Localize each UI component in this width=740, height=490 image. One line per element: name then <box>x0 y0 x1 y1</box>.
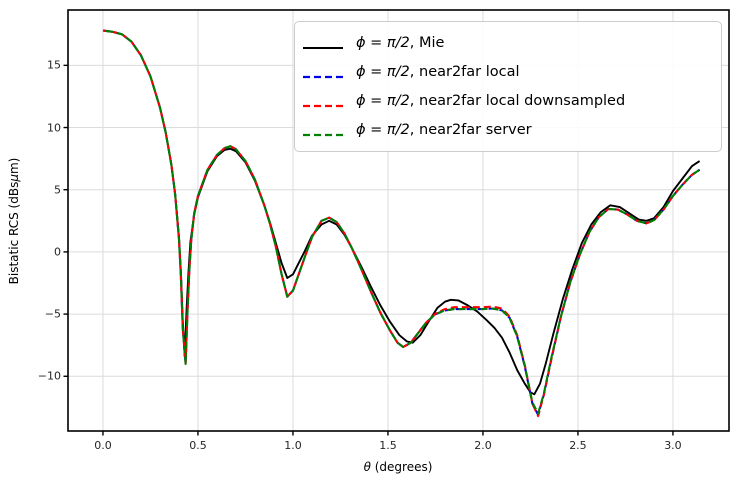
y-axis-label-post: m) <box>7 157 21 175</box>
y-tick-label: 0 <box>54 245 61 259</box>
y-axis-label-mu: μ <box>7 174 21 182</box>
x-tick-label: 2.0 <box>474 439 492 452</box>
y-axis-label: Bistatic RCS (dBsμm) <box>7 158 21 285</box>
legend-label-text: , near2far server <box>409 122 532 139</box>
x-tick-label: 0.5 <box>189 439 207 452</box>
legend-label-math: ϕ = π/2 <box>356 34 410 51</box>
legend-label-math: ϕ = π/2 <box>356 63 410 80</box>
legend-label-text: , near2far local downsampled <box>409 93 626 110</box>
legend-label: ϕ = π/2, Mie <box>356 35 444 51</box>
legend-label-math: ϕ = π/2 <box>356 93 410 110</box>
legend-label: ϕ = π/2, near2far server <box>356 122 532 138</box>
y-axis-label-pre: Bistatic RCS (dBs <box>7 181 21 285</box>
y-tick-label: 15 <box>47 58 61 72</box>
x-axis-label-units: (degrees) <box>370 460 433 474</box>
axes-spines <box>67 9 730 432</box>
legend-item-mie: ϕ = π/2, Mie <box>303 35 711 51</box>
x-tick-label: 3.0 <box>664 439 682 452</box>
x-tick-label: 1.5 <box>379 439 397 452</box>
x-tick-label: 0.0 <box>94 439 112 452</box>
legend-label-text: , Mie <box>409 34 445 51</box>
legend-item-near2far-server: ϕ = π/2, near2far server <box>303 122 711 138</box>
x-tick-label: 2.5 <box>569 439 587 452</box>
legend-line-sample-mie <box>303 38 343 49</box>
x-axis-label-theta: θ <box>363 460 371 474</box>
legend-label: ϕ = π/2, near2far local <box>356 64 520 80</box>
y-tick-label: −10 <box>37 369 61 383</box>
legend-line-sample-near2far-local <box>303 67 343 78</box>
y-tick-label: 5 <box>54 183 61 197</box>
y-tick-label: 10 <box>47 121 61 135</box>
legend-line-sample-near2far-server <box>303 125 343 137</box>
y-tick-label: −5 <box>44 307 61 321</box>
legend-label: ϕ = π/2, near2far local downsampled <box>356 93 625 109</box>
legend-item-near2far-local-downsampled: ϕ = π/2, near2far local downsampled <box>303 93 711 109</box>
legend-label-text: , near2far local <box>409 63 520 80</box>
legend-label-math: ϕ = π/2 <box>356 122 410 139</box>
series-curve-near2far-server <box>102 29 701 415</box>
legend-line-sample-near2far-local-downsampled <box>303 96 343 108</box>
series-curve-mie <box>102 29 701 396</box>
x-tick-label: 1.0 <box>284 439 302 452</box>
x-axis-label: θ (degrees) <box>364 460 433 474</box>
legend-item-near2far-local: ϕ = π/2, near2far local <box>303 64 711 80</box>
legend: ϕ = π/2, Mie ϕ = π/2, near2far local ϕ = π… <box>294 21 722 152</box>
